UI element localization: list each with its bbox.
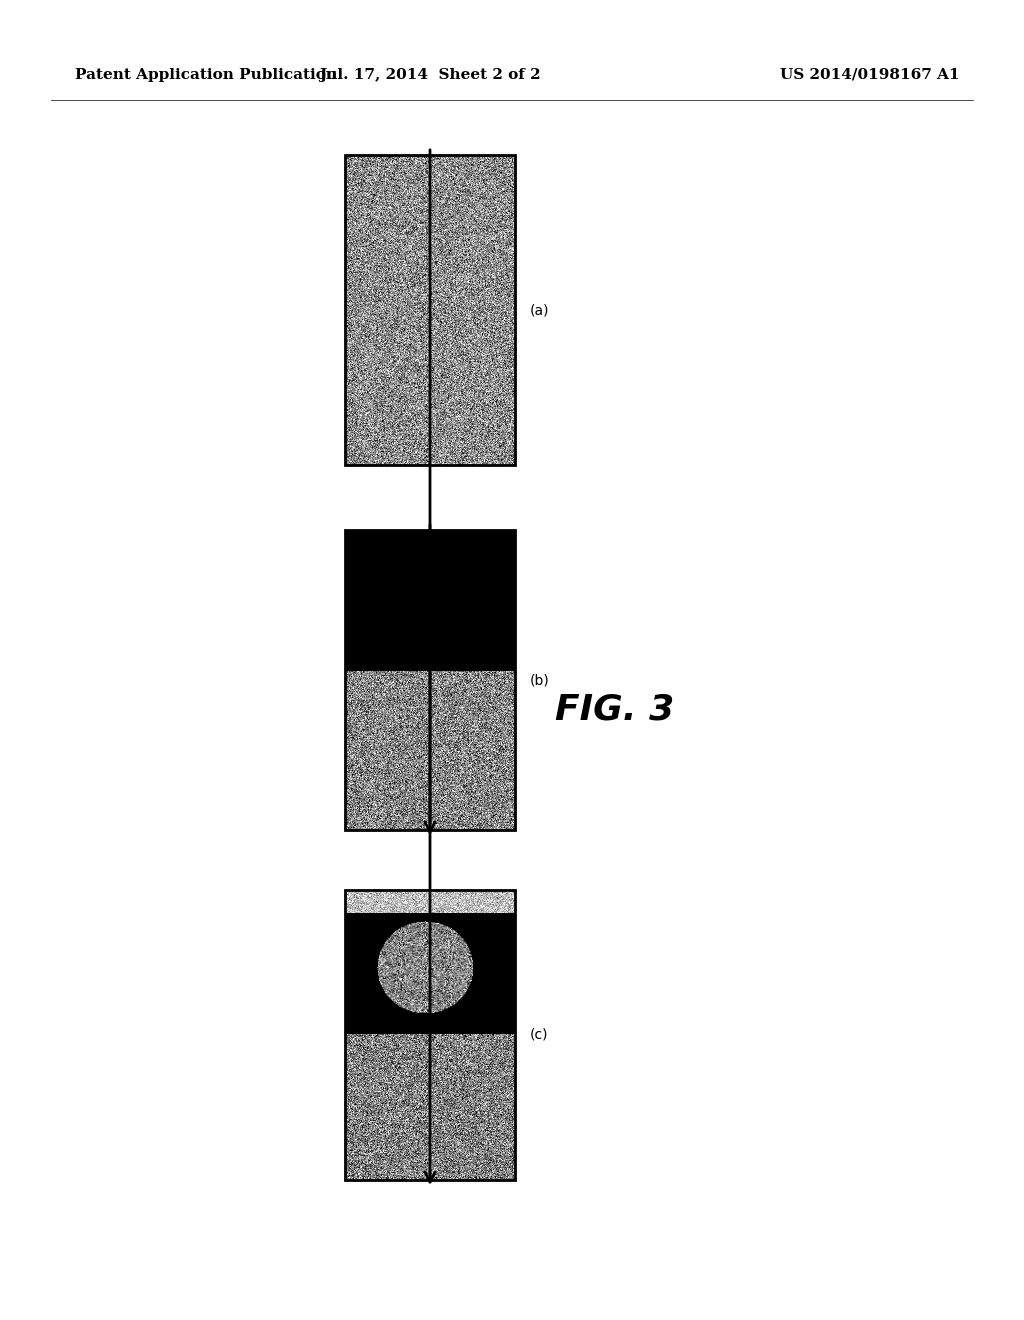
Text: FIG. 3: FIG. 3	[555, 693, 674, 727]
Bar	[345, 913, 515, 1034]
Bar	[345, 890, 515, 1180]
Text: (c): (c)	[530, 1028, 549, 1041]
Bar	[345, 154, 515, 465]
Text: Jul. 17, 2014  Sheet 2 of 2: Jul. 17, 2014 Sheet 2 of 2	[319, 69, 541, 82]
Bar	[345, 531, 515, 671]
Text: Patent Application Publication: Patent Application Publication	[75, 69, 337, 82]
Text: (a): (a)	[530, 304, 550, 317]
Bar	[345, 531, 515, 830]
Text: US 2014/0198167 A1: US 2014/0198167 A1	[780, 69, 959, 82]
Text: (b): (b)	[530, 673, 550, 686]
